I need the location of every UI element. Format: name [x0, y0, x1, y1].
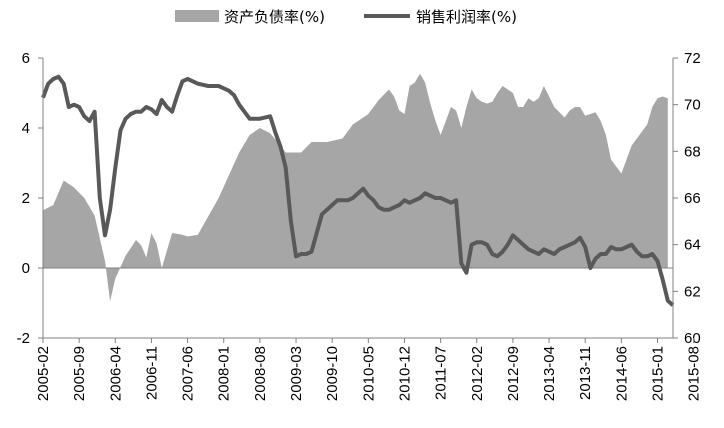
x-tick-label: 2006-11 [143, 346, 160, 400]
x-tick-label: 2008-01 [216, 346, 233, 401]
x-tick-label: 2013-04 [541, 346, 558, 401]
x-tick-label: 2009-10 [324, 346, 341, 401]
x-tick-label: 2008-08 [252, 346, 269, 401]
series-line-profit-margin [41, 74, 675, 307]
legend: 资产负债率(%) 销售利润率(%) [175, 8, 517, 26]
plot-area [41, 73, 675, 307]
legend-label-area: 资产负债率(%) [224, 8, 325, 26]
x-tick-label: 2005-09 [71, 346, 88, 401]
x-tick-label: 2012-09 [505, 346, 522, 401]
y-left-tick-label: -2 [17, 330, 30, 347]
x-tick-label: 2005-02 [35, 346, 52, 401]
y-right-tick-label: 68 [684, 143, 701, 160]
y-right-tick-label: 72 [684, 50, 701, 67]
series-area-asset-liability [43, 73, 668, 302]
x-tick-label: 2013-11 [577, 346, 594, 400]
y-left-tick-label: 2 [22, 190, 30, 207]
x-tick-label: 2015-01 [650, 346, 667, 401]
x-tick-label: 2007-06 [180, 346, 197, 401]
x-tick-label: 2012-02 [469, 346, 486, 401]
y-left-tick-label: 6 [22, 50, 30, 67]
y-left-tick-label: 0 [22, 260, 30, 277]
x-tick-label: 2006-04 [107, 346, 124, 401]
x-tick-label: 2011-07 [433, 346, 450, 400]
y-left-tick-label: 4 [22, 120, 30, 137]
legend-swatch-area [175, 10, 219, 22]
x-tick-label: 2015-08 [686, 346, 703, 401]
x-tick-label: 2010-05 [360, 346, 377, 401]
x-tick-label: 2009-03 [288, 346, 305, 401]
y-right-tick-label: 62 [684, 283, 701, 300]
y-right-tick-label: 70 [684, 97, 701, 114]
legend-label-line: 销售利润率(%) [416, 8, 517, 26]
y-right-tick-label: 60 [684, 330, 701, 347]
x-tick-label: 2010-12 [396, 346, 413, 401]
x-tick-label: 2014-06 [613, 346, 630, 401]
y-right-tick-label: 66 [684, 190, 701, 207]
axes: -2 0 2 4 6 60 62 64 66 68 70 72 2005-02 2005-09 2006-0… [17, 50, 703, 401]
y-right-tick-label: 64 [684, 237, 701, 254]
